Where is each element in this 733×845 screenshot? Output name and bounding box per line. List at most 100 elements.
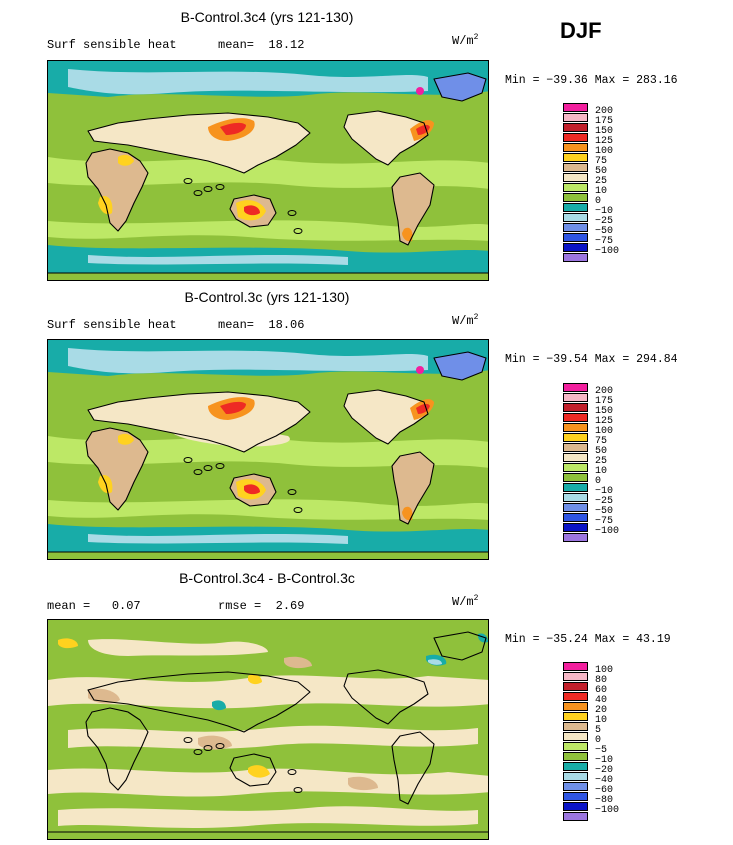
colorbar-tick-label: 10 xyxy=(595,466,608,477)
colorbar-tick-label: −75 xyxy=(595,236,614,247)
colorbar-tick-label: 25 xyxy=(595,176,608,187)
colorbar-tick-label: 10 xyxy=(595,186,608,197)
difference-region xyxy=(48,768,488,797)
greenland-fill xyxy=(434,73,486,101)
colorbar-tick-label: 5 xyxy=(595,725,602,736)
colorbar-tick-label: −5 xyxy=(595,745,608,756)
difference-region xyxy=(284,656,312,669)
panel-2-map xyxy=(47,339,489,560)
africa-fill xyxy=(86,428,148,510)
difference-positive xyxy=(248,765,270,778)
colorbar-swatch xyxy=(563,483,588,492)
coastline xyxy=(229,753,277,787)
colorbar-tick-label: −50 xyxy=(595,226,614,237)
colorbar-swatch xyxy=(563,782,588,791)
colorbar-tick-label: 175 xyxy=(595,116,614,127)
coastline xyxy=(343,389,429,445)
colorbar-tick-label: 80 xyxy=(595,675,608,686)
panel-2-variable-label: Surf sensible heat xyxy=(47,318,177,332)
colorbar-swatch xyxy=(563,762,588,771)
colorbar-swatch xyxy=(563,523,588,532)
colorbar-tick-label: 175 xyxy=(595,396,614,407)
colorbar-swatch xyxy=(563,113,588,122)
colorbar-tick-label: 0 xyxy=(595,735,602,746)
colorbar-swatch xyxy=(563,722,588,731)
island-outline xyxy=(193,469,203,475)
south-america-fill xyxy=(392,173,434,245)
hotspot-australia-core xyxy=(244,484,260,495)
colorbar-swatch xyxy=(563,702,588,711)
colorbar-swatch xyxy=(563,732,588,741)
coastline xyxy=(343,669,429,725)
panel-1-map xyxy=(47,60,489,281)
coastline xyxy=(85,427,149,511)
colorbar-tick-label: −100 xyxy=(595,246,620,257)
colorbar-swatch xyxy=(563,163,588,172)
south-america-fill xyxy=(392,452,434,524)
panel-3-rmse-key: rmse = xyxy=(218,599,262,613)
colorbar-swatch xyxy=(563,772,588,781)
island-outline xyxy=(293,228,303,234)
colorbar-swatch xyxy=(563,433,588,442)
colorbar-swatch xyxy=(563,712,588,721)
hotspot-gulfstream-core xyxy=(416,403,430,414)
panel-2-mean-value: 18.06 xyxy=(268,318,305,332)
colorbar-swatch xyxy=(563,403,588,412)
panel-1-variable-label: Surf sensible heat xyxy=(47,38,177,52)
north-america-fill xyxy=(344,111,428,165)
colorbar-tick-label: 100 xyxy=(595,146,614,157)
colorbar-swatch xyxy=(563,742,588,751)
colorbar-tick-label: 20 xyxy=(595,705,608,716)
colorbar-swatch xyxy=(563,253,588,262)
island-outline xyxy=(293,787,303,793)
hotspot-east-africa xyxy=(118,154,134,166)
colorbar-tick-label: 0 xyxy=(595,476,602,487)
colorbar-swatch xyxy=(563,213,588,222)
colorbar-swatch xyxy=(563,513,588,522)
panel-1-units: W/m2 xyxy=(452,33,479,48)
colorbar-swatch xyxy=(563,672,588,681)
panel-1-mean-key: mean= xyxy=(218,38,255,52)
panel-3-units: W/m2 xyxy=(452,594,479,609)
season-label: DJF xyxy=(560,18,602,43)
island-outline xyxy=(215,184,225,190)
colorbar-tick-label: 100 xyxy=(595,665,614,676)
eurasia-fill xyxy=(88,113,310,173)
southern-band xyxy=(48,220,488,241)
difference-region xyxy=(68,725,478,749)
colorbar-tick-label: 75 xyxy=(595,436,608,447)
hotspot-labrador xyxy=(416,87,424,95)
colorbar-swatch xyxy=(563,413,588,422)
colorbar-tick-label: 200 xyxy=(595,106,614,117)
colorbar-tick-label: 150 xyxy=(595,406,614,417)
colorbar-tick-label: 100 xyxy=(595,426,614,437)
coastline xyxy=(85,707,149,791)
coastline xyxy=(433,72,487,102)
panel-3-title: B-Control.3c4 - B-Control.3c xyxy=(179,570,355,586)
coastline xyxy=(391,451,435,525)
panel-2-mean-label: mean= 18.06 xyxy=(218,318,304,332)
colorbar-tick-label: −60 xyxy=(595,785,614,796)
colorbar-tick-label: 125 xyxy=(595,136,614,147)
coastline xyxy=(85,148,149,232)
colorbar-swatch xyxy=(563,503,588,512)
island-outline xyxy=(215,743,225,749)
panel-1-mean-value: 18.12 xyxy=(268,38,305,52)
panel-3-mean-key: mean = xyxy=(47,599,91,613)
southern-ocean-band xyxy=(88,534,348,544)
colorbar-swatch xyxy=(563,752,588,761)
island-outline xyxy=(287,210,297,216)
island-outline xyxy=(215,463,225,469)
hotspot-southern-africa xyxy=(98,474,113,494)
colorbar-swatch xyxy=(563,123,588,132)
panel-2-minmax: Min = −39.54 Max = 294.84 xyxy=(505,353,678,366)
colorbar-swatch xyxy=(563,473,588,482)
difference-negative xyxy=(212,700,226,711)
colorbar-tick-label: −80 xyxy=(595,795,614,806)
colorbar-tick-label: 25 xyxy=(595,456,608,467)
colorbar-swatch xyxy=(563,203,588,212)
hotspot-labrador xyxy=(416,366,424,374)
colorbar-swatch xyxy=(563,812,588,821)
colorbar-tick-label: 75 xyxy=(595,156,608,167)
coastline xyxy=(343,110,429,166)
